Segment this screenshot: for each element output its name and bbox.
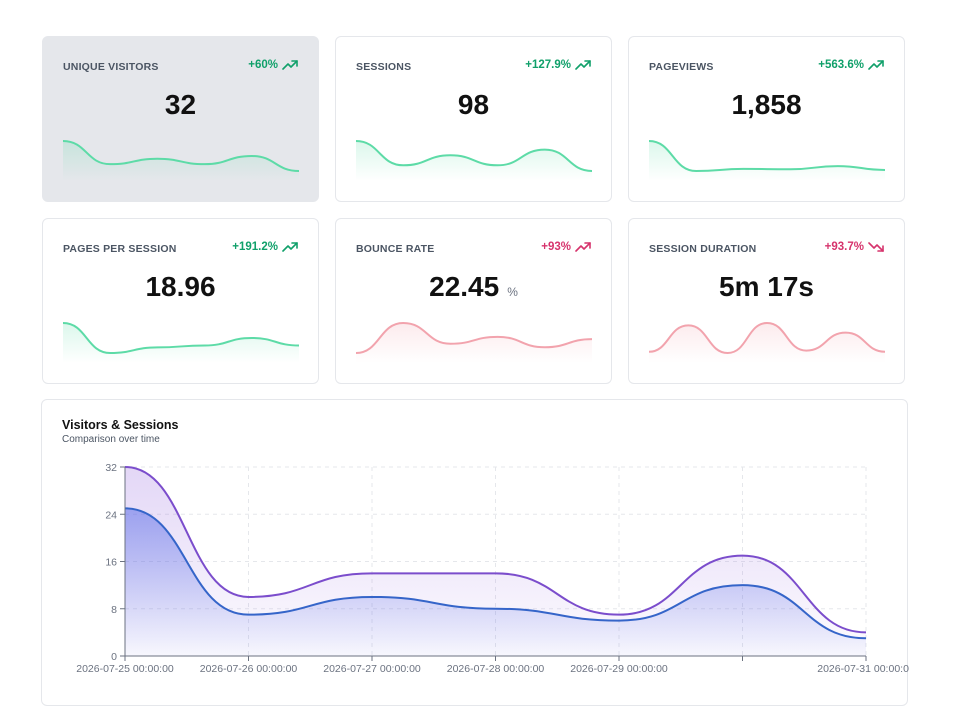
sparkline-line xyxy=(649,140,885,173)
metric-sparkline xyxy=(649,140,885,181)
chart-subtitle: Comparison over time xyxy=(62,434,160,445)
metric-card-pages-per-session[interactable]: PAGES PER SESSION +191.2% 18.96 xyxy=(42,218,319,384)
trend-up-icon xyxy=(282,242,298,252)
metric-label: PAGES PER SESSION xyxy=(63,243,177,255)
x-tick-label: 2026-07-25 00:00:00 xyxy=(76,663,174,675)
metric-sparkline xyxy=(356,140,592,181)
metric-value-number: 32 xyxy=(164,89,197,120)
x-tick-label: 2026-07-28 00:00:00 xyxy=(447,663,545,675)
x-tick-label: 2026-07-27 00:00:00 xyxy=(323,663,421,675)
metric-value: 18.96 xyxy=(43,271,318,303)
sparkline-line xyxy=(649,321,885,355)
metric-change: +563.6% xyxy=(818,59,884,71)
metric-value: 32 xyxy=(43,89,318,121)
sparkline-line xyxy=(63,322,299,355)
visitors-sessions-chart-card: 0 8 16 24 32 2026-07-25 00:00:00 2026-07-26 00… xyxy=(41,399,909,706)
metric-sparkline xyxy=(63,322,299,363)
trend-up-icon xyxy=(282,60,298,70)
metric-value-number: 5m 17s xyxy=(719,271,814,302)
trend-up-icon xyxy=(575,60,591,70)
trend-down-icon xyxy=(868,242,884,252)
metric-change: +93.7% xyxy=(825,241,884,253)
metric-label: SESSION DURATION xyxy=(649,243,757,255)
metric-card-sessions[interactable]: SESSIONS +127.9% 98 xyxy=(335,36,612,202)
metric-change-value: +60% xyxy=(248,59,278,71)
metric-label: BOUNCE RATE xyxy=(356,243,435,255)
x-tick-label: 2026-07-31 00:00:00 xyxy=(817,663,909,675)
metric-value-number: 1,858 xyxy=(731,89,802,120)
metric-change: +93% xyxy=(541,241,591,253)
sparkline-line xyxy=(356,140,592,172)
metric-change: +191.2% xyxy=(232,241,298,253)
sparkline-area xyxy=(649,141,885,181)
metric-label: UNIQUE VISITORS xyxy=(63,61,159,73)
sparkline-line xyxy=(63,140,299,172)
metric-card-session-duration[interactable]: SESSION DURATION +93.7% 5m 17s xyxy=(628,218,905,384)
metric-card-pageviews[interactable]: PAGEVIEWS +563.6% 1,858 xyxy=(628,36,905,202)
metric-value: 98 xyxy=(336,89,611,121)
metric-value-number: 18.96 xyxy=(145,271,216,302)
y-tick-label: 8 xyxy=(111,604,117,616)
metric-value: 5m 17s xyxy=(629,271,904,303)
sparkline-area xyxy=(356,323,592,363)
metric-value: 22.45% xyxy=(336,271,611,303)
metric-label: PAGEVIEWS xyxy=(649,61,714,73)
metric-change-value: +191.2% xyxy=(232,241,278,253)
y-tick-label: 32 xyxy=(105,462,117,474)
metric-sparkline xyxy=(649,321,885,363)
metric-label: SESSIONS xyxy=(356,61,412,73)
sparkline-area xyxy=(649,323,885,363)
sparkline-line xyxy=(356,321,592,354)
sparkline-area xyxy=(63,323,299,363)
metric-change-value: +93% xyxy=(541,241,571,253)
metric-change: +127.9% xyxy=(525,59,591,71)
metric-sparkline xyxy=(356,321,592,363)
trend-up-icon xyxy=(868,60,884,70)
metric-unit: % xyxy=(507,285,518,299)
metric-sparkline xyxy=(63,140,299,181)
chart-title: Visitors & Sessions xyxy=(62,418,179,432)
y-tick-label: 24 xyxy=(105,509,117,521)
series-line-1 xyxy=(124,507,867,640)
metric-card-bounce-rate[interactable]: BOUNCE RATE +93% 22.45% xyxy=(335,218,612,384)
metric-value-number: 98 xyxy=(457,89,490,120)
x-tick-label: 2026-07-26 00:00:00 xyxy=(200,663,298,675)
y-tick-label: 0 xyxy=(111,651,117,663)
y-tick-label: 16 xyxy=(105,557,117,569)
trend-up-icon xyxy=(575,242,591,252)
metric-change-value: +93.7% xyxy=(824,241,864,253)
visitors-sessions-chart: 0 8 16 24 32 2026-07-25 00:00:00 2026-07-26 00… xyxy=(76,462,909,675)
metric-change-value: +127.9% xyxy=(525,59,571,71)
metric-change-value: +563.6% xyxy=(818,59,864,71)
series-line-0 xyxy=(124,466,867,634)
x-tick-label: 2026-07-29 00:00:00 xyxy=(570,663,668,675)
series-area-1 xyxy=(125,508,866,656)
metric-card-unique-visitors[interactable]: UNIQUE VISITORS +60% 32 xyxy=(42,36,319,202)
metric-change: +60% xyxy=(248,59,298,71)
metric-value-number: 22.45 xyxy=(429,271,500,302)
sparkline-area xyxy=(63,141,299,181)
metric-value: 1,858 xyxy=(629,89,904,121)
